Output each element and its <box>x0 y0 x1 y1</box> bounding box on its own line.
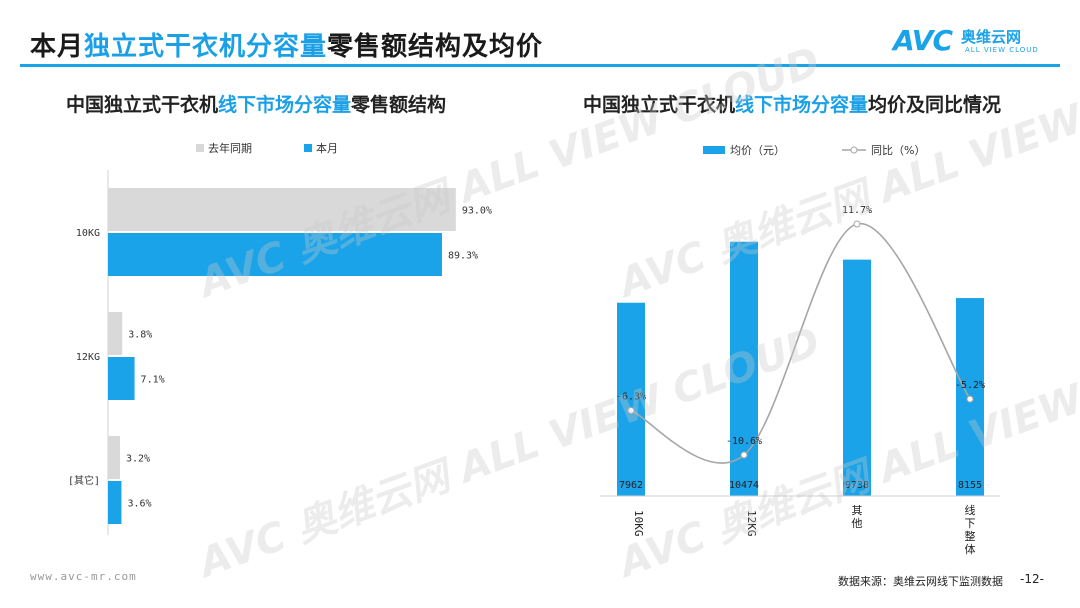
legend-swatch <box>196 144 204 152</box>
bar <box>617 302 645 496</box>
category-label: 其他 <box>852 504 863 530</box>
legend-label: 均价（元） <box>730 144 785 157</box>
category-label: 12KG <box>76 352 100 363</box>
yoy-line <box>630 223 971 464</box>
category-label: 10KG <box>632 510 645 537</box>
right-title-suffix: 均价及同比情况 <box>868 94 1002 116</box>
bar <box>108 233 442 276</box>
header-rule <box>20 64 1060 67</box>
page-title: 本月独立式干衣机分容量零售额结构及均价 <box>30 26 543 63</box>
legend-swatch <box>304 144 312 152</box>
bar <box>843 259 871 496</box>
category-label: 10KG <box>76 228 100 239</box>
data-label: 9738 <box>845 480 869 491</box>
legend-label: 去年同期 <box>208 141 252 155</box>
right-title-highlight: 线下市场分容量 <box>735 94 869 116</box>
data-label: 8155 <box>958 480 982 491</box>
left-bar-chart: 去年同期 本月 93.0% 89.3% 10KG 3.8% 7.1% 12KG 3.2% 3.6%… <box>68 141 492 535</box>
category-label: [其它] <box>68 474 100 487</box>
right-combo-chart: 均价（元） 同比（%） 7962 10474 9738 8155 -6.3% -10.6% 11… <box>600 144 1000 556</box>
data-label: 3.2% <box>126 454 150 465</box>
title-prefix: 本月 <box>30 32 85 62</box>
line-point <box>966 395 974 403</box>
line-point <box>853 220 861 228</box>
data-label: 10474 <box>729 480 759 491</box>
line-point <box>627 406 635 414</box>
page-number: -12- <box>1020 572 1044 586</box>
legend-label: 同比（%） <box>871 144 925 157</box>
bar <box>108 436 120 479</box>
right-title-prefix: 中国独立式干衣机 <box>583 94 736 116</box>
line-data-label: -6.3% <box>616 391 646 402</box>
bar <box>108 312 123 355</box>
data-label: 3.8% <box>128 330 152 341</box>
bar <box>108 481 122 524</box>
category-label: 12KG <box>745 510 758 537</box>
legend-marker <box>850 146 858 154</box>
line-data-label: -5.2% <box>955 380 985 391</box>
category-label: 线下整体 <box>965 503 976 556</box>
line-data-label: -10.6% <box>726 436 762 447</box>
left-title-prefix: 中国独立式干衣机 <box>66 94 219 116</box>
logo-mark: AVC <box>893 24 953 57</box>
left-title-suffix: 零售额结构 <box>351 94 447 116</box>
title-suffix: 零售额结构及均价 <box>327 32 544 62</box>
title-highlight: 独立式干衣机分容量 <box>84 32 328 62</box>
logo-english: ALL VIEW CLOUD <box>965 46 1039 54</box>
left-chart-title: 中国独立式干衣机线下市场分容量零售额结构 <box>66 90 446 117</box>
logo-chinese: 奥维云网 <box>961 28 1022 46</box>
data-label: 7.1% <box>141 375 165 386</box>
data-label: 7962 <box>619 480 643 491</box>
avc-logo: AVC 奥维云网 ALL VIEW CLOUD <box>893 24 1063 60</box>
left-title-highlight: 线下市场分容量 <box>218 94 352 116</box>
data-label: 89.3% <box>448 251 478 262</box>
website-url[interactable]: www.avc-mr.com <box>30 570 137 583</box>
line-point <box>740 451 748 459</box>
data-label: 3.6% <box>127 499 151 510</box>
line-data-label: 11.7% <box>842 205 872 216</box>
legend-swatch <box>703 146 725 154</box>
data-source: 数据来源：奥维云网线下监测数据 <box>838 575 1003 588</box>
data-label: 93.0% <box>462 206 492 217</box>
right-chart-title: 中国独立式干衣机线下市场分容量均价及同比情况 <box>583 90 1001 117</box>
bar <box>108 188 456 231</box>
legend-label: 本月 <box>316 141 338 155</box>
bar <box>108 357 135 400</box>
